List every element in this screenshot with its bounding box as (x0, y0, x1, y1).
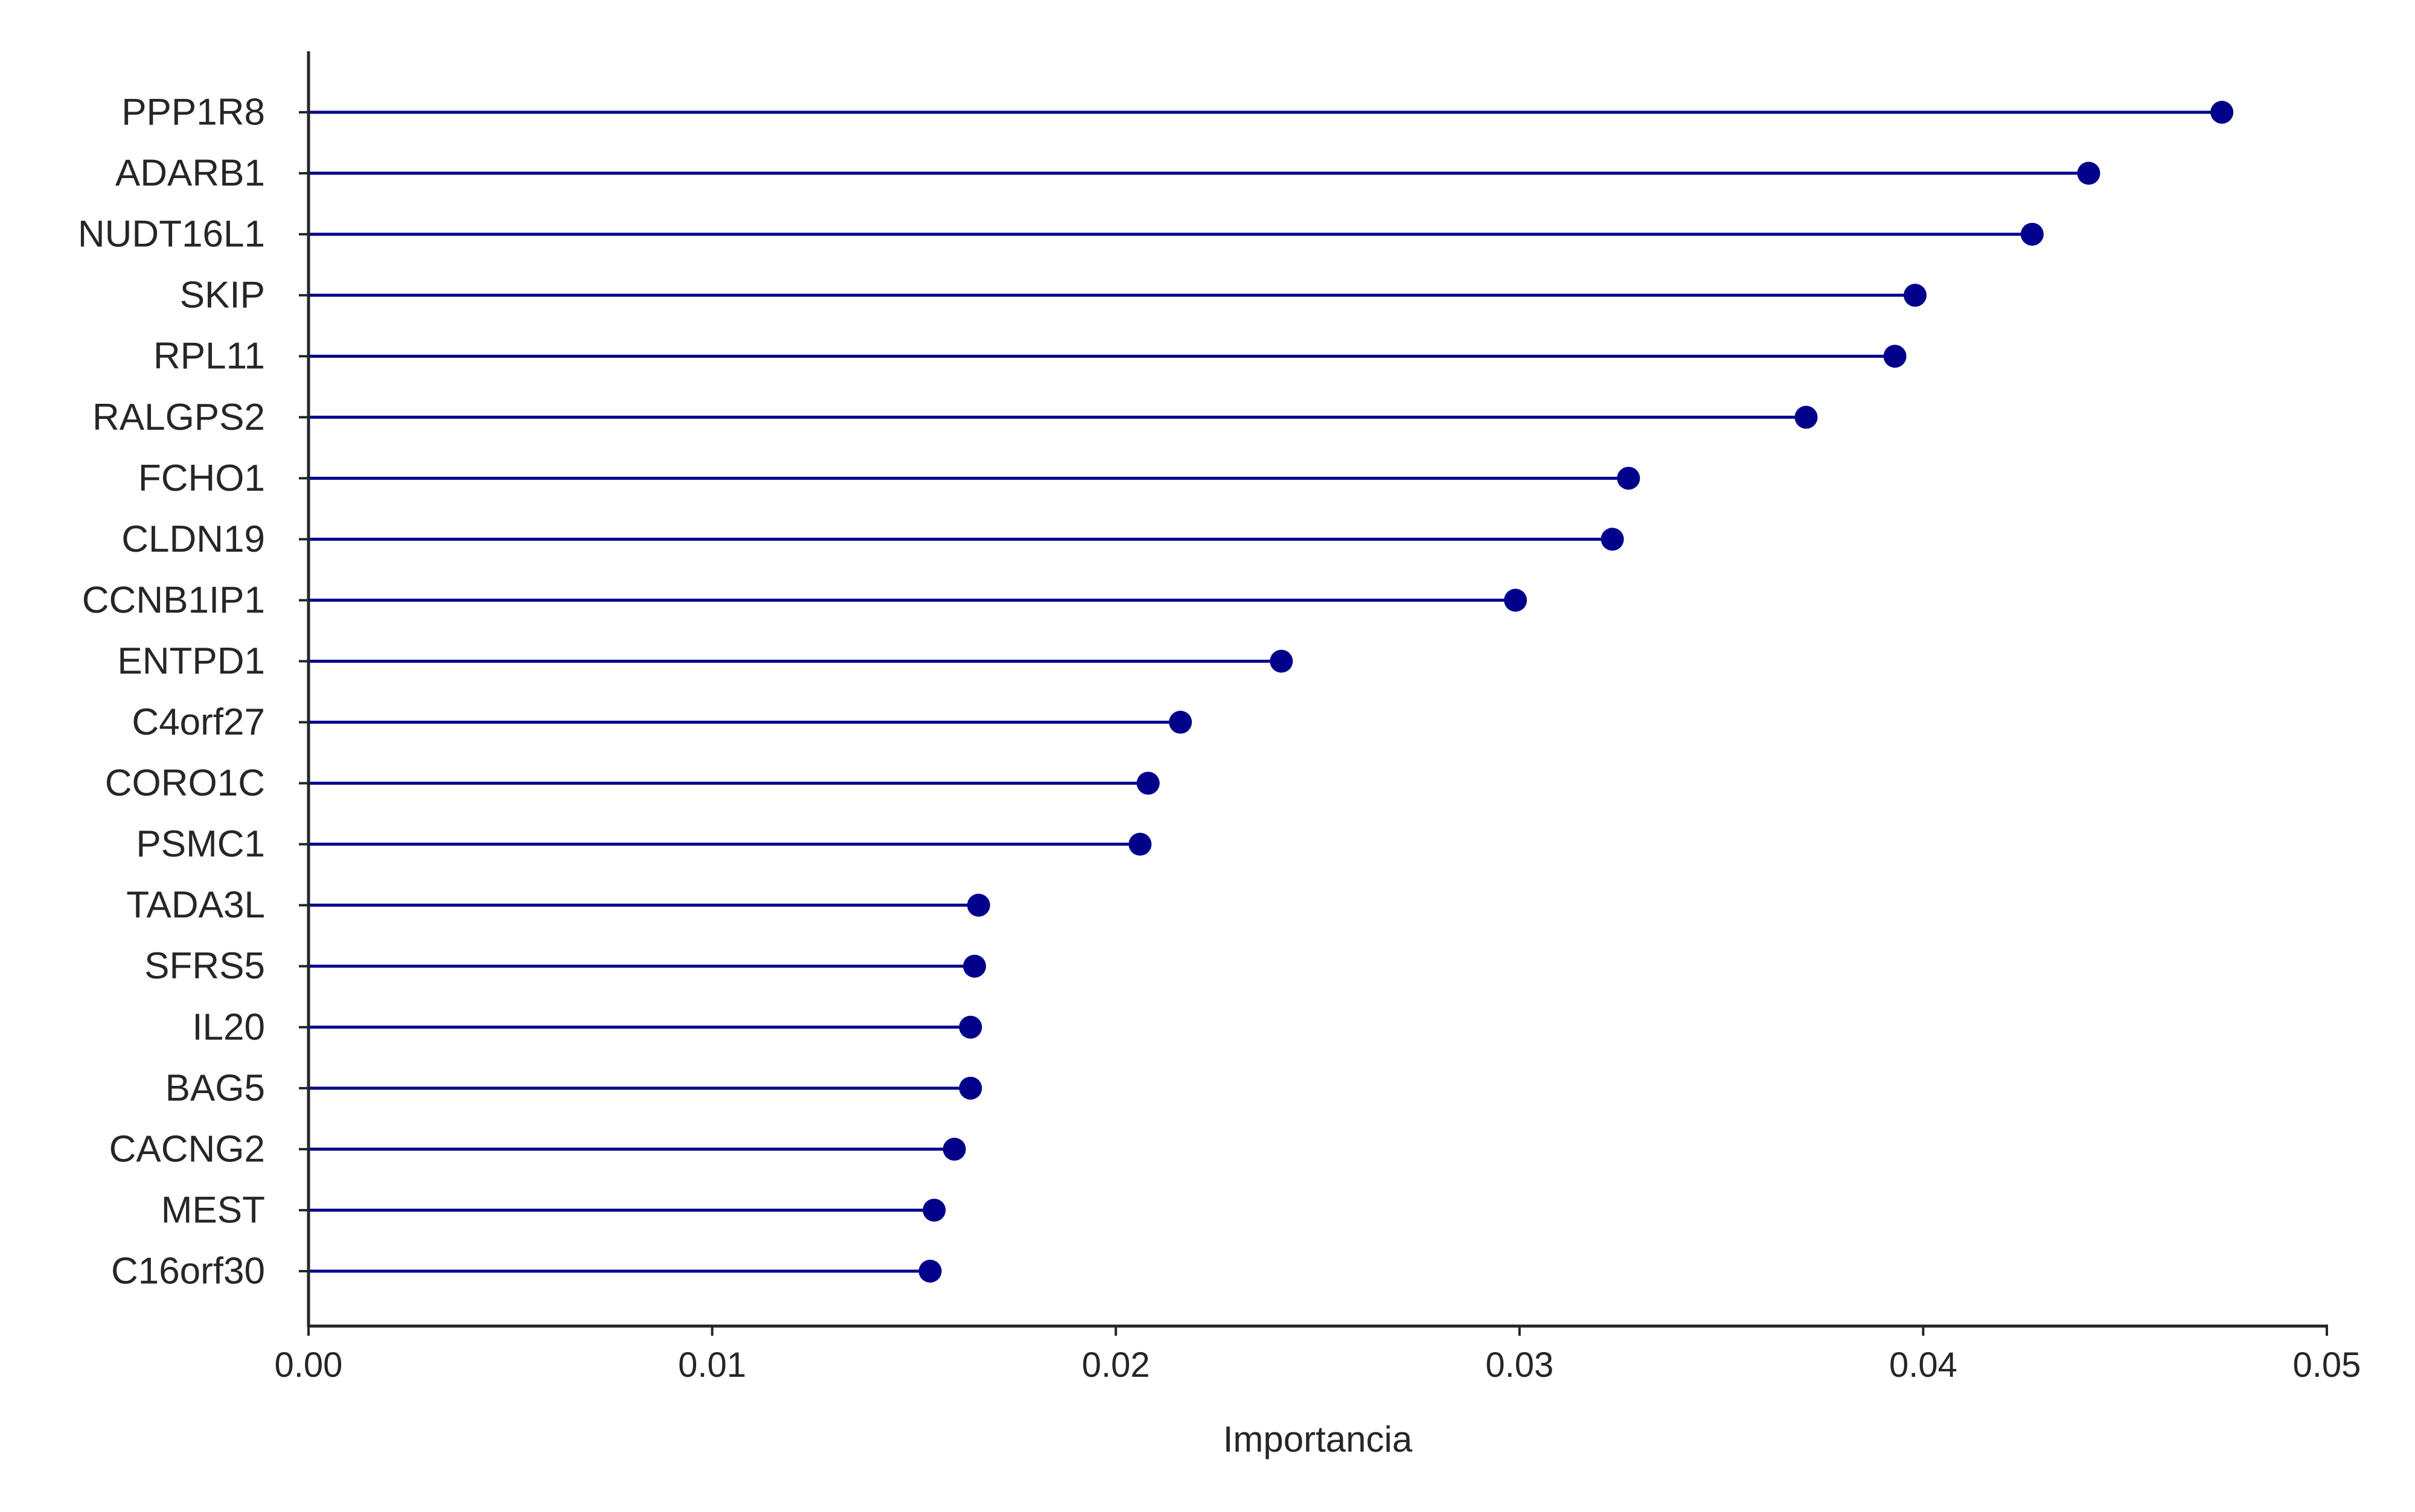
x-tick-label: 0.02 (1082, 1345, 1150, 1385)
lollipop-dot (959, 1015, 982, 1039)
y-tick-label: NUDT16L1 (78, 214, 265, 255)
y-tick-label: SFRS5 (144, 945, 265, 987)
y-tick-label: CCNB1IP1 (82, 579, 265, 621)
y-tick-label: SKIP (180, 275, 265, 316)
lollipop-dot (1617, 467, 1640, 490)
x-tick-label: 0.05 (2293, 1345, 2361, 1385)
lollipop-dot (1904, 284, 1927, 307)
y-tick-label: ENTPD1 (117, 640, 265, 682)
lollipop-dot (959, 1076, 982, 1100)
lollipop-dot (923, 1198, 946, 1222)
y-tick-label: IL20 (192, 1006, 265, 1048)
stems-layer (309, 110, 2222, 1273)
lollipop-dot (1601, 528, 1624, 551)
y-tick-label: CACNG2 (109, 1128, 265, 1170)
x-tick-label: 0.04 (1889, 1345, 1957, 1385)
lollipop-dot (1883, 345, 1907, 368)
lollipop-dot (2077, 162, 2100, 185)
y-tick-label: PPP1R8 (121, 92, 265, 133)
lollipop-dot (2210, 101, 2234, 124)
lollipop-dot (1794, 406, 1818, 429)
y-tick-label: TADA3L (126, 884, 265, 926)
lollipop-dot (1169, 710, 1192, 734)
lollipop-dot (1136, 771, 1160, 795)
y-tick-label: BAG5 (165, 1067, 265, 1109)
lollipop-dot (967, 893, 990, 917)
x-axis-title: Importancia (1223, 1419, 1413, 1459)
lollipop-dot (1270, 649, 1293, 673)
y-tick-label: C4orf27 (132, 701, 265, 743)
x-tick-label: 0.03 (1485, 1345, 1553, 1385)
lollipop-dot (942, 1137, 966, 1161)
y-tick-label: CORO1C (105, 762, 265, 804)
lollipop-dot (963, 954, 987, 978)
lollipop-dot (918, 1260, 942, 1283)
y-tick-label: CLDN19 (121, 518, 265, 560)
y-tick-label: FCHO1 (138, 458, 265, 499)
y-tick-label: MEST (161, 1189, 265, 1231)
dots-layer (918, 101, 2234, 1283)
lollipop-dot (1504, 589, 1527, 612)
x-tick-label: 0.01 (678, 1345, 746, 1385)
x-tick-label: 0.00 (275, 1345, 343, 1385)
x-ticks-layer: 0.00 0.01 0.02 0.03 0.04 0.05 (275, 1326, 2361, 1385)
y-tick-label: C16orf30 (111, 1251, 265, 1292)
y-tick-label: RPL11 (153, 336, 265, 377)
y-tick-label: RALGPS2 (92, 397, 265, 438)
lollipop-dot (2020, 223, 2044, 246)
axes-layer (307, 51, 2328, 1328)
lollipop-dot (1128, 832, 1152, 856)
y-tick-label: ADARB1 (115, 153, 265, 194)
y-labels-layer: PPP1R8 ADARB1 NUDT16L1 SKIP RPL11 RALGPS2 FCHO… (78, 92, 309, 1292)
y-tick-label: PSMC1 (136, 823, 265, 865)
